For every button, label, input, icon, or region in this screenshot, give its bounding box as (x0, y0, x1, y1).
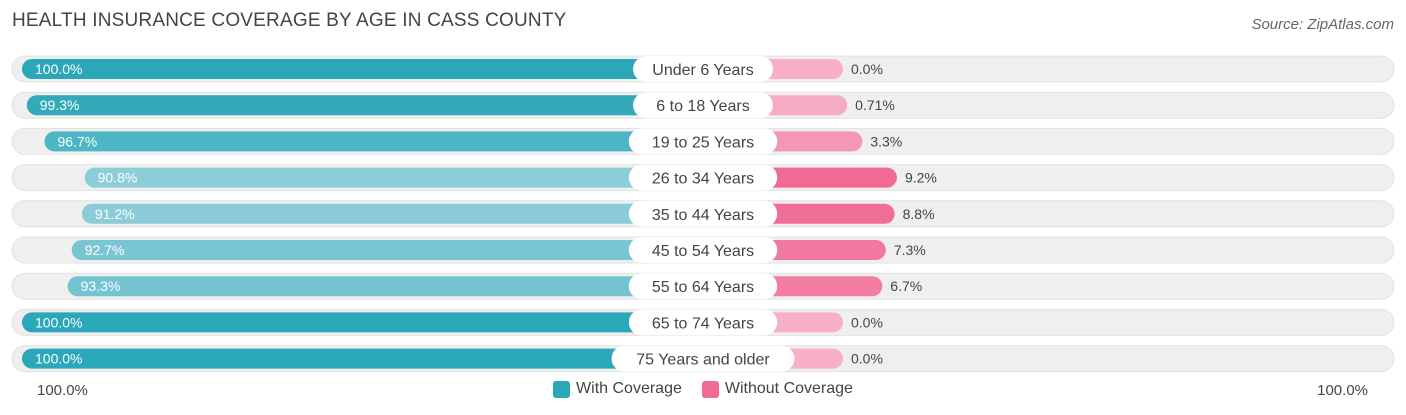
legend: With Coverage Without Coverage (0, 380, 1406, 398)
bar-row: 92.7% 7.3% 45 to 54 Years (11, 236, 1395, 264)
category-pill (628, 309, 778, 336)
category-pill (628, 273, 778, 300)
with-coverage-value-label: 100.0% (35, 61, 82, 77)
category-label: 65 to 74 Years (652, 315, 754, 332)
without-coverage-value-label: 8.8% (903, 206, 935, 222)
category-label: 35 to 44 Years (652, 207, 754, 224)
source-credit: Source: ZipAtlas.com (1251, 16, 1394, 33)
category-pill (628, 200, 778, 227)
without-coverage-value-label: 7.3% (894, 242, 926, 258)
without-coverage-value-label: 0.0% (851, 314, 883, 330)
with-coverage-value-label: 92.7% (85, 242, 125, 258)
with-coverage-value-label: 90.8% (98, 170, 138, 186)
with-coverage-bar (44, 131, 703, 152)
with-coverage-bar (22, 312, 703, 333)
without-coverage-value-label: 6.7% (890, 278, 922, 294)
category-pill (628, 128, 778, 155)
category-label: 26 to 34 Years (652, 171, 754, 188)
bar-row: 100.0% 0.0% 65 to 74 Years (11, 308, 1395, 336)
with-coverage-value-label: 93.3% (81, 278, 121, 294)
with-coverage-value-label: 100.0% (35, 314, 82, 330)
with-coverage-value-label: 100.0% (35, 351, 82, 367)
with-coverage-value-label: 96.7% (57, 133, 97, 149)
without-coverage-value-label: 9.2% (905, 170, 937, 186)
bar-row: 100.0% 0.0% Under 6 Years (11, 55, 1395, 83)
without-coverage-value-label: 0.0% (851, 351, 883, 367)
bar-row: 91.2% 8.8% 35 to 44 Years (11, 200, 1395, 228)
axis-right-label: 100.0% (1317, 382, 1368, 399)
with-coverage-bar (81, 203, 704, 224)
legend-label-with-coverage: With Coverage (576, 380, 682, 397)
category-label: Under 6 Years (652, 62, 753, 79)
without-coverage-value-label: 3.3% (870, 133, 902, 149)
bar-row: 99.3% 0.71% 6 to 18 Years (11, 91, 1395, 119)
bar-row: 93.3% 6.7% 55 to 64 Years (11, 272, 1395, 300)
category-label: 6 to 18 Years (656, 98, 749, 115)
with-coverage-bar (26, 95, 703, 116)
category-pill (611, 345, 795, 372)
legend-label-without-coverage: Without Coverage (724, 380, 853, 397)
category-label: 45 to 54 Years (652, 243, 754, 260)
with-coverage-value-label: 91.2% (95, 206, 135, 222)
category-pill (628, 164, 778, 191)
with-coverage-bar (22, 59, 703, 79)
without-coverage-value-label: 0.0% (851, 61, 883, 77)
category-label: 55 to 64 Years (652, 279, 754, 296)
bar-row: 90.8% 9.2% 26 to 34 Years (11, 164, 1395, 192)
with-coverage-bar (71, 240, 703, 260)
category-pill (628, 237, 778, 263)
category-pill (633, 92, 773, 119)
legend-item-without-coverage[interactable]: Without Coverage (701, 380, 853, 398)
legend-swatch-without-coverage (701, 380, 719, 398)
chart-title: HEALTH INSURANCE COVERAGE BY AGE IN CASS… (12, 10, 567, 31)
category-label: 75 Years and older (636, 352, 770, 369)
bar-row: 100.0% 0.0% 75 Years and older (11, 345, 1395, 373)
bar-row: 96.7% 3.3% 19 to 25 Years (11, 127, 1395, 155)
category-pill (633, 56, 773, 82)
with-coverage-bar (22, 348, 703, 369)
with-coverage-bar (84, 167, 704, 188)
with-coverage-bar (67, 276, 703, 297)
category-label: 19 to 25 Years (652, 134, 754, 151)
chart-canvas: 100.0% 0.0% Under 6 Years 99.3% 0.71% 6 to 18… (11, 55, 1395, 373)
without-coverage-value-label: 0.71% (855, 97, 895, 113)
legend-item-with-coverage[interactable]: With Coverage (553, 380, 682, 398)
legend-swatch-with-coverage (553, 380, 571, 398)
axis-left-label: 100.0% (37, 382, 88, 399)
with-coverage-value-label: 99.3% (40, 97, 80, 113)
